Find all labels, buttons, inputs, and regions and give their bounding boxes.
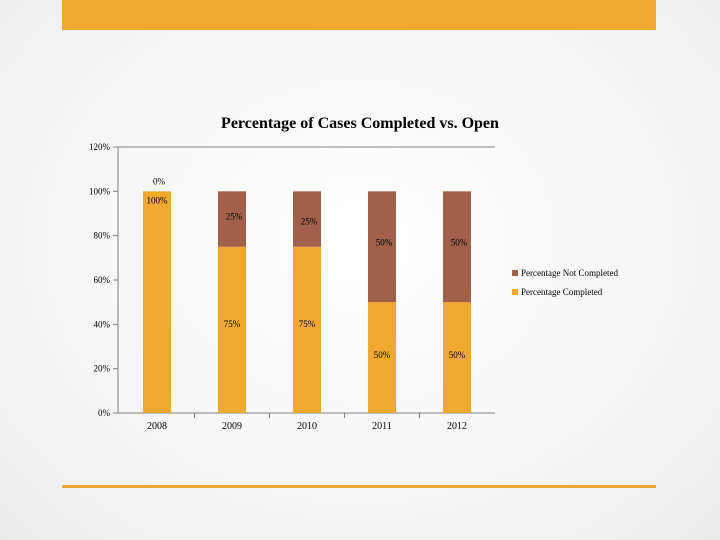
y-tick-label: 60% <box>94 275 111 285</box>
legend-label: Percentage Not Completed <box>521 268 618 278</box>
legend-label: Percentage Completed <box>521 287 603 297</box>
y-tick-label: 120% <box>89 142 111 152</box>
x-tick-label: 2010 <box>297 421 317 432</box>
bar-completed-2008 <box>143 191 171 413</box>
data-label-completed-2012: 50% <box>449 350 466 360</box>
bar-not-completed-2009 <box>218 191 246 247</box>
y-tick-label: 100% <box>89 186 111 196</box>
y-tick-label: 20% <box>94 364 111 374</box>
bar-completed-2010 <box>293 246 321 413</box>
x-tick-label: 2012 <box>447 421 467 432</box>
x-tick-label: 2008 <box>147 421 167 432</box>
data-label-not-completed-2010: 25% <box>301 216 318 226</box>
bar-not-completed-2012 <box>443 191 471 303</box>
data-label-not-completed-2011: 50% <box>376 237 393 247</box>
data-label-not-completed-2009: 25% <box>226 211 243 221</box>
data-label-completed-2009: 75% <box>224 319 241 329</box>
chart-legend: Percentage Not Completed Percentage Compl… <box>512 268 618 297</box>
data-label-not-completed-2012: 50% <box>451 237 468 247</box>
bottom-accent-line <box>62 485 656 488</box>
data-label-completed-2008: 100% <box>147 195 169 205</box>
bar-completed-2012 <box>443 302 471 413</box>
chart-bars <box>143 191 471 413</box>
legend-swatch <box>512 289 518 295</box>
chart-data-labels: 100% 0% 75% 25% 75% 25% 50% 50% 50% 50% <box>147 176 468 360</box>
bar-not-completed-2011 <box>368 191 396 303</box>
data-label-not-completed-2008: 0% <box>153 176 166 186</box>
chart-axes: 0% 20% 40% 60% 80% 100% 120% 2008 2009 2010 2011 20… <box>89 142 495 432</box>
x-tick-label: 2009 <box>222 421 242 432</box>
data-label-completed-2010: 75% <box>299 319 316 329</box>
x-tick-label: 2011 <box>372 421 392 432</box>
data-label-completed-2011: 50% <box>374 350 391 360</box>
bar-not-completed-2010 <box>293 191 321 247</box>
bar-completed-2011 <box>368 302 396 413</box>
y-tick-label: 80% <box>94 231 111 241</box>
bar-completed-2009 <box>218 246 246 413</box>
chart-title: Percentage of Cases Completed vs. Open <box>221 115 499 132</box>
legend-swatch <box>512 270 518 276</box>
y-tick-label: 40% <box>94 319 111 329</box>
top-accent-bar <box>62 0 656 30</box>
y-tick-label: 0% <box>98 408 111 418</box>
